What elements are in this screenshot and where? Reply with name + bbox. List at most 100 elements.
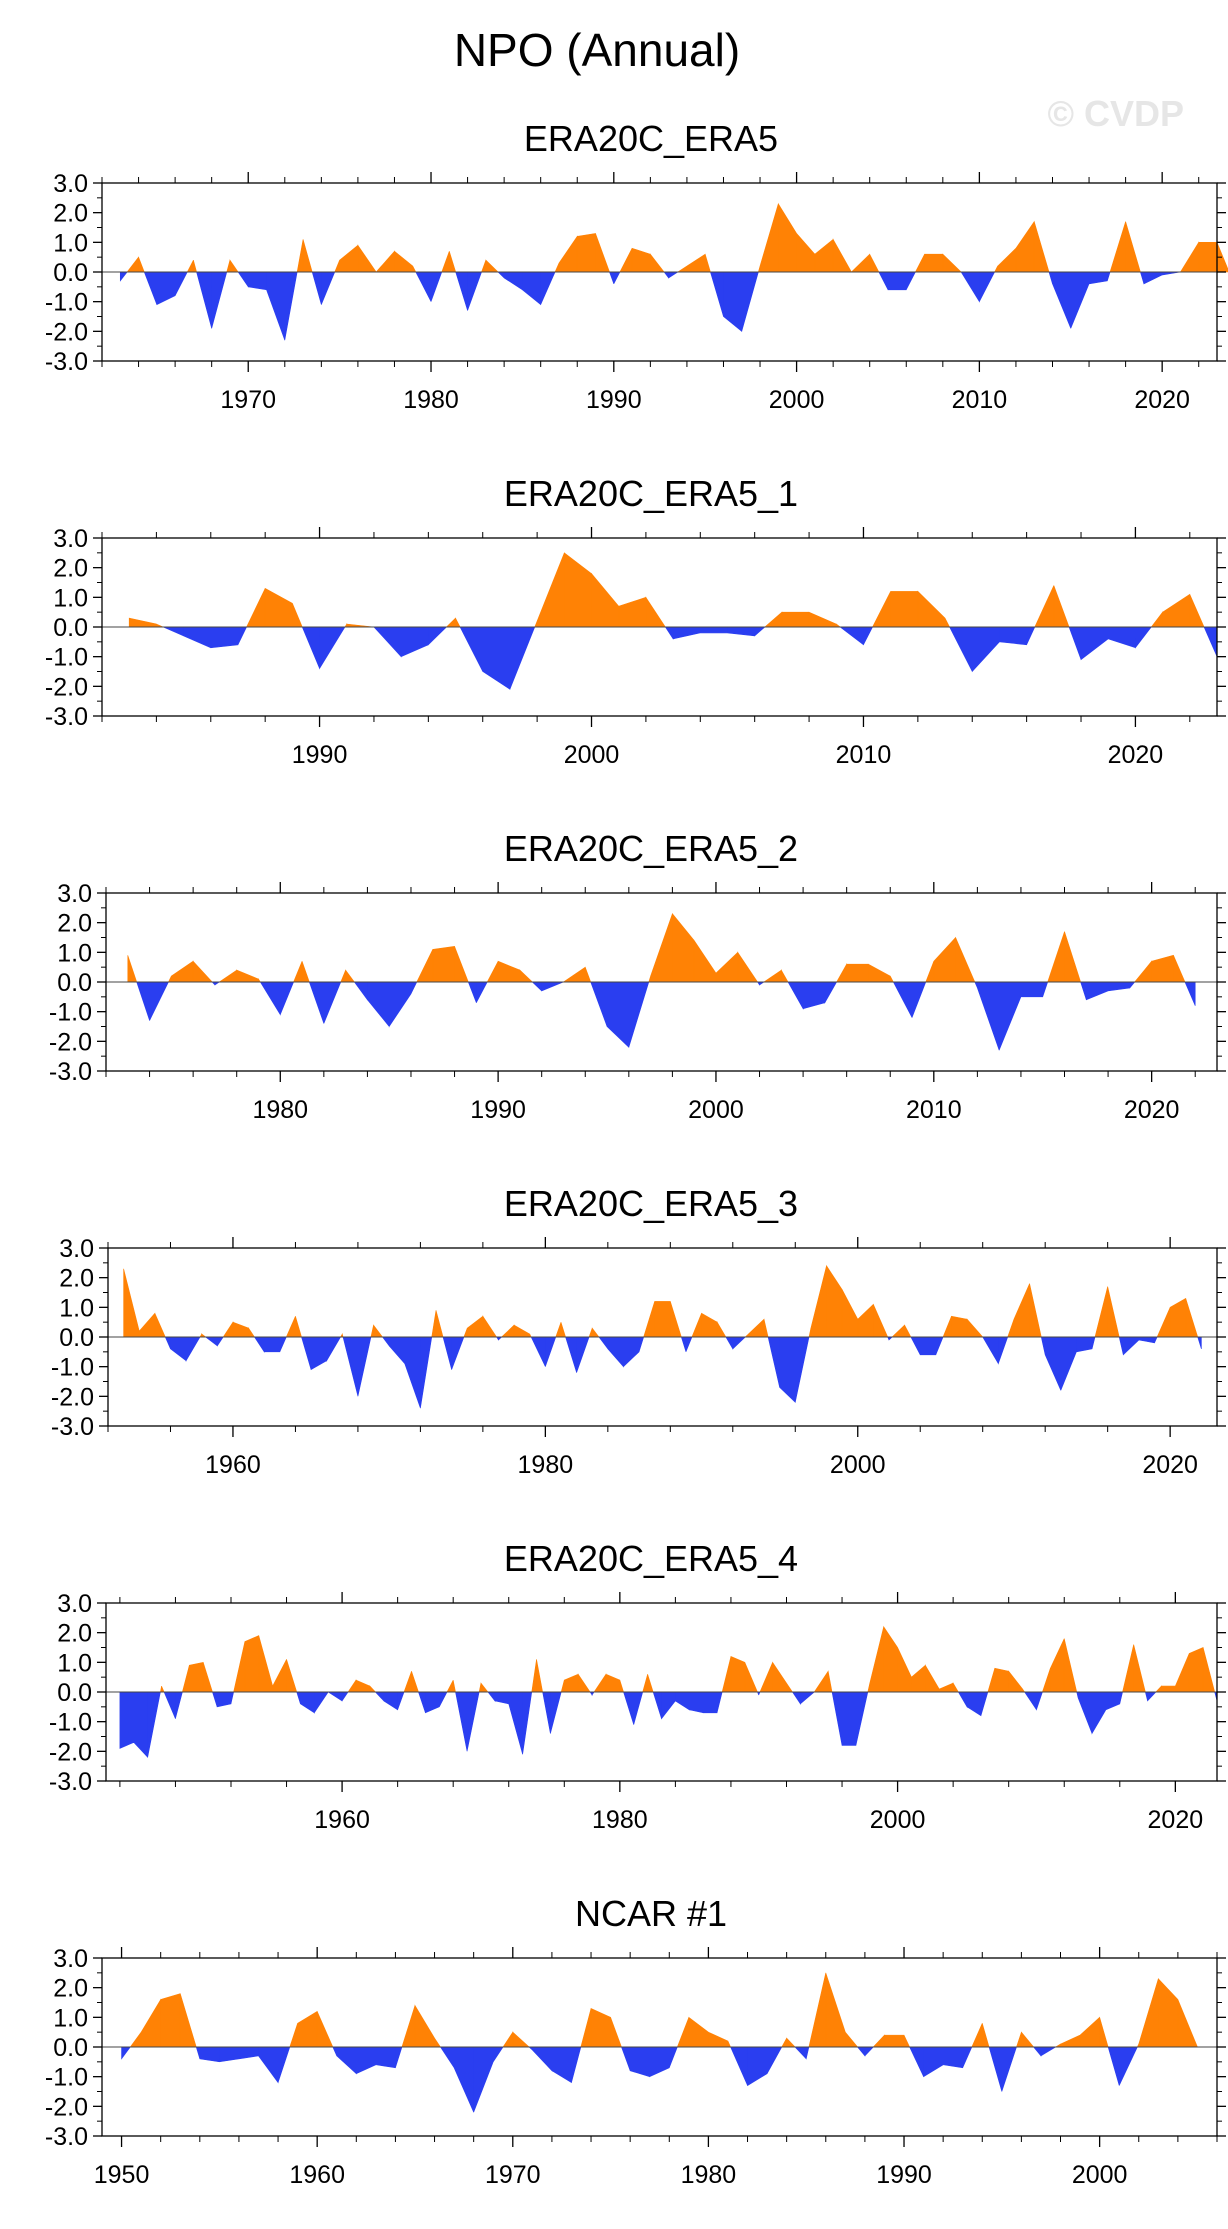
x-tick-label: 2000 — [870, 1806, 926, 1834]
x-tick-label: 2020 — [1142, 1451, 1198, 1479]
panel-era20c-era5-2: ERA20C_ERA5_2 3.02.01.00.0-1.0-2.0-3.0 19… — [49, 828, 1226, 1124]
panel-plot-area: 3.02.01.00.0-1.0-2.0-3.0 1960 1980 2000 2020 — [49, 1590, 1226, 1834]
y-tick-label: 3.0 — [53, 170, 88, 198]
y-tick-label: -3.0 — [45, 2123, 88, 2151]
negative-area — [136, 981, 1196, 1051]
x-tick-label: 1990 — [470, 1096, 526, 1124]
panel-title: ERA20C_ERA5_3 — [504, 1183, 798, 1224]
y-tick-label: 1.0 — [53, 584, 88, 612]
panel-plot-area: 3.02.01.00.0-1.0-2.0-3.0 1990 2000 2010 2020 — [45, 525, 1226, 769]
panel-title: ERA20C_ERA5_1 — [504, 473, 798, 514]
x-tick-label: 2000 — [769, 386, 825, 414]
x-tick-label: 2000 — [830, 1451, 886, 1479]
x-tick-label: 2000 — [1072, 2161, 1128, 2189]
x-tick-label: 1990 — [876, 2161, 932, 2189]
x-tick-label: 1990 — [586, 386, 642, 414]
panel-era20c-era5-4: ERA20C_ERA5_4 3.02.01.00.0-1.0-2.0-3.0 19… — [49, 1538, 1226, 1834]
y-tick-label: 1.0 — [57, 939, 92, 967]
y-tick-label: -1.0 — [45, 289, 88, 317]
x-tick-label: 1980 — [592, 1806, 648, 1834]
y-tick-label: 2.0 — [53, 555, 88, 583]
y-tick-label: -2.0 — [49, 1028, 92, 1056]
panel-title: NCAR #1 — [575, 1893, 727, 1934]
panel-era20c-era5: ERA20C_ERA5 3.02.01.00.0-1.0-2.0-3.0 1970… — [45, 118, 1228, 414]
positive-area — [126, 202, 1228, 273]
panel-plot-area: 3.02.01.00.0-1.0-2.0-3.0 1960 1980 2000 2020 — [51, 1235, 1226, 1479]
y-tick-label: -2.0 — [51, 1383, 94, 1411]
y-tick-label: -2.0 — [45, 318, 88, 346]
x-tick-label: 1970 — [220, 386, 276, 414]
panel-era20c-era5-1: ERA20C_ERA5_1 3.02.01.00.0-1.0-2.0-3.0 19… — [45, 473, 1226, 769]
x-tick-label: 1980 — [518, 1451, 574, 1479]
x-tick-label: 2010 — [836, 741, 892, 769]
y-tick-label: 2.0 — [53, 1975, 88, 2003]
y-tick-label: -3.0 — [51, 1413, 94, 1441]
y-tick-label: 0.0 — [57, 1679, 92, 1707]
y-tick-label: 0.0 — [53, 259, 88, 287]
y-tick-label: 1.0 — [53, 2004, 88, 2032]
y-tick-label: 0.0 — [53, 2034, 88, 2062]
y-tick-label: 3.0 — [57, 880, 92, 908]
panel-era20c-era5-3: ERA20C_ERA5_3 3.02.01.00.0-1.0-2.0-3.0 19… — [51, 1183, 1226, 1479]
y-tick-label: 0.0 — [59, 1324, 94, 1352]
y-tick-label: 0.0 — [53, 614, 88, 642]
negative-area — [163, 626, 1218, 690]
y-tick-label: -3.0 — [45, 348, 88, 376]
panel-title: ERA20C_ERA5 — [524, 118, 778, 159]
y-tick-label: -1.0 — [45, 644, 88, 672]
x-tick-label: 1980 — [403, 386, 459, 414]
positive-area — [129, 1972, 1198, 2048]
y-tick-label: -2.0 — [45, 673, 88, 701]
panel-plot-area: 3.02.01.00.0-1.0-2.0-3.0 1970 1980 1990 2000… — [45, 170, 1228, 414]
y-tick-label: 0.0 — [57, 969, 92, 997]
y-tick-label: 3.0 — [59, 1235, 94, 1263]
negative-area — [121, 2046, 1138, 2113]
watermark: © CVDP — [1047, 93, 1184, 134]
y-tick-label: -3.0 — [49, 1768, 92, 1796]
y-tick-label: 1.0 — [57, 1649, 92, 1677]
positive-area — [123, 1264, 1199, 1338]
x-tick-label: 1970 — [485, 2161, 541, 2189]
y-tick-label: 3.0 — [57, 1590, 92, 1618]
x-tick-label: 2020 — [1124, 1096, 1180, 1124]
y-tick-label: 1.0 — [53, 229, 88, 257]
negative-area — [119, 1691, 1218, 1759]
x-tick-label: 1980 — [681, 2161, 737, 2189]
y-tick-label: 2.0 — [57, 910, 92, 938]
y-tick-label: 1.0 — [59, 1294, 94, 1322]
panel-plot-area: 3.02.01.00.0-1.0-2.0-3.0 1980 1990 2000 2010… — [49, 880, 1226, 1124]
positive-area — [127, 912, 1186, 983]
negative-area — [164, 1336, 1202, 1409]
panel-title: ERA20C_ERA5_4 — [504, 1538, 798, 1579]
y-tick-label: -1.0 — [49, 1709, 92, 1737]
positive-area — [160, 1625, 1216, 1693]
y-tick-label: 2.0 — [59, 1265, 94, 1293]
y-tick-label: -1.0 — [45, 2064, 88, 2092]
x-tick-label: 1950 — [94, 2161, 150, 2189]
figure-title: NPO (Annual) — [454, 24, 740, 76]
x-tick-label: 1980 — [252, 1096, 308, 1124]
negative-area — [119, 271, 1181, 341]
x-tick-label: 2020 — [1108, 741, 1164, 769]
y-tick-label: 2.0 — [53, 200, 88, 228]
y-tick-label: -2.0 — [45, 2093, 88, 2121]
x-tick-label: 2010 — [952, 386, 1008, 414]
x-tick-label: 2020 — [1148, 1806, 1204, 1834]
x-tick-label: 1960 — [314, 1806, 370, 1834]
y-tick-label: -1.0 — [49, 999, 92, 1027]
y-tick-label: -2.0 — [49, 1738, 92, 1766]
y-tick-label: 3.0 — [53, 525, 88, 553]
y-tick-label: -3.0 — [49, 1058, 92, 1086]
y-tick-label: 2.0 — [57, 1620, 92, 1648]
x-tick-label: 2000 — [688, 1096, 744, 1124]
y-tick-label: 3.0 — [53, 1945, 88, 1973]
x-tick-label: 2000 — [564, 741, 620, 769]
x-tick-label: 2010 — [906, 1096, 962, 1124]
x-tick-label: 1990 — [292, 741, 348, 769]
y-tick-label: -1.0 — [51, 1354, 94, 1382]
panel-title: ERA20C_ERA5_2 — [504, 828, 798, 869]
x-tick-label: 2020 — [1134, 386, 1190, 414]
